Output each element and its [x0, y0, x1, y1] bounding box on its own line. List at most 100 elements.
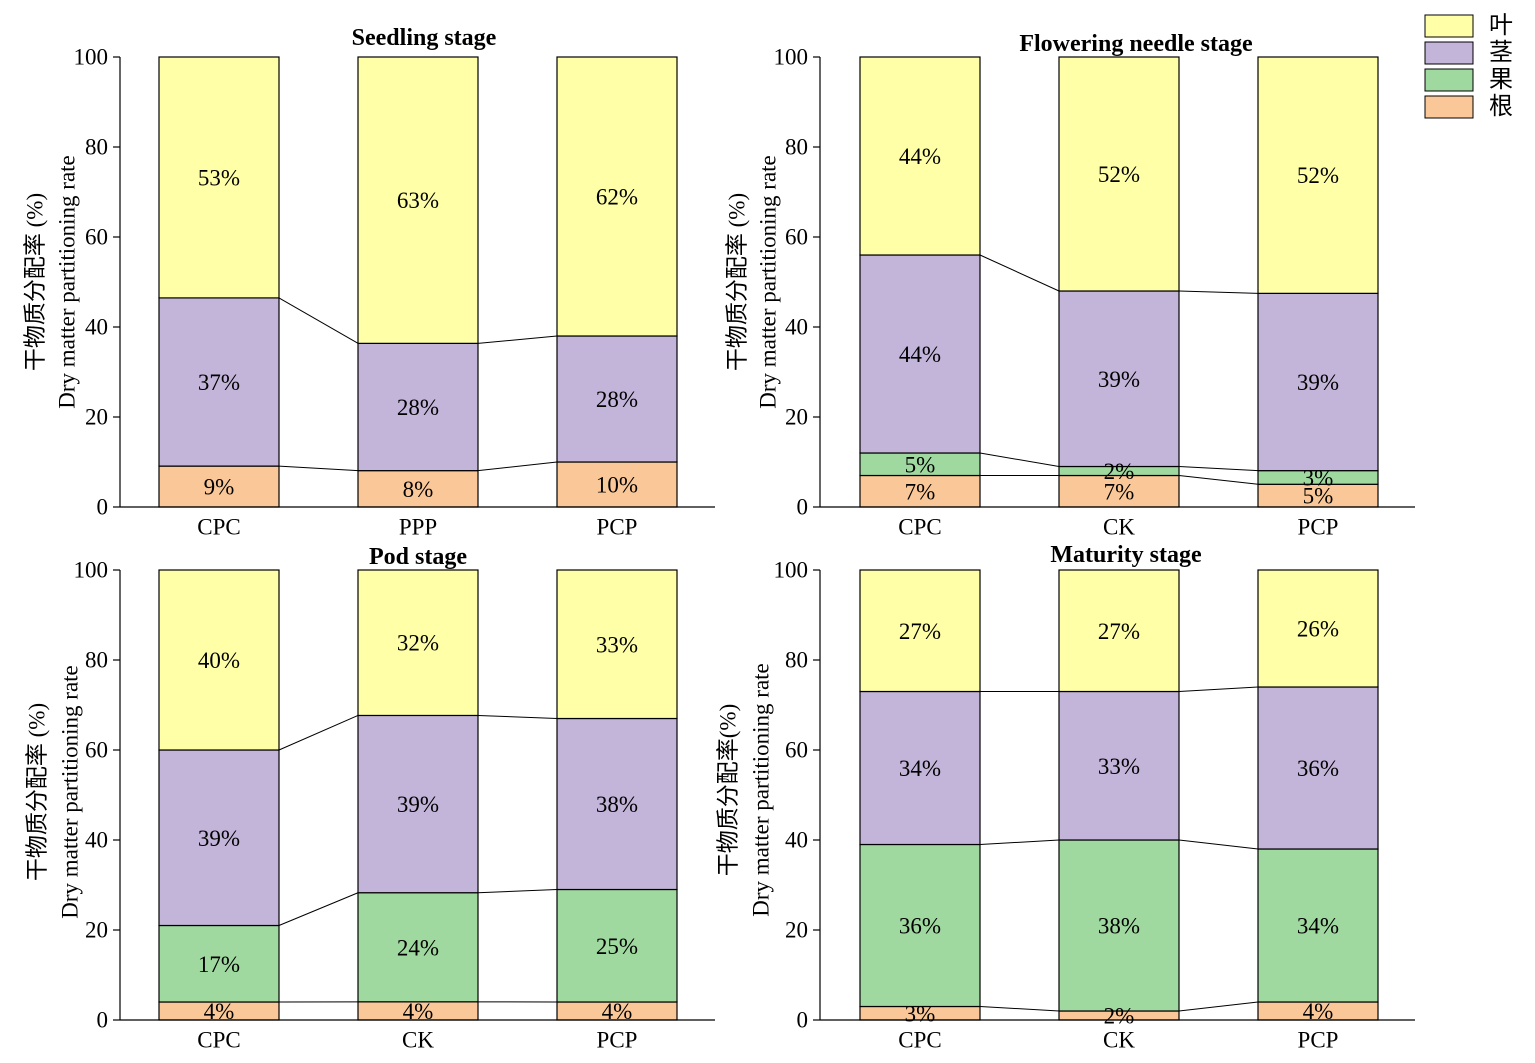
chart-title: Flowering needle stage: [1019, 31, 1253, 57]
data-label-value: 28: [397, 395, 420, 420]
bar-segment: [1058, 569, 1180, 693]
bar-segment: [158, 924, 280, 1003]
data-label-value: 2: [1104, 1003, 1116, 1028]
bar-segment: [556, 569, 678, 720]
connector-line: [477, 714, 558, 719]
bar-segment: [859, 56, 981, 256]
legend-swatch: [1424, 68, 1474, 92]
data-label-unit: %: [221, 951, 240, 976]
y-tick-label: 100: [774, 558, 809, 583]
bars: [158, 569, 678, 1021]
bar-segment: [1058, 56, 1180, 292]
data-label-unit: %: [1314, 483, 1333, 508]
data-label-unit: %: [619, 472, 638, 497]
y-tick-label: 60: [785, 225, 808, 250]
data-label-value: 62: [596, 184, 619, 209]
bar-segment: [1257, 56, 1379, 294]
data-label-value: 2: [1104, 459, 1116, 484]
connector-line: [477, 461, 558, 472]
legend-label: 根: [1489, 93, 1513, 120]
bar-segment: [1058, 290, 1180, 468]
data-label: 24%: [397, 935, 439, 960]
connector-line: [979, 1006, 1060, 1012]
data-label: 34%: [899, 756, 941, 781]
x-tick-label: PPP: [399, 515, 437, 540]
data-label-value: 4: [1303, 999, 1315, 1024]
data-label: 36%: [1297, 756, 1339, 781]
data-label-unit: %: [221, 370, 240, 395]
y-tick-label: 80: [85, 135, 108, 160]
connector-line: [1178, 839, 1259, 850]
chart-panel: Flowering needle stage 干物质分配率 (%) Dry matt…: [725, 31, 1415, 540]
y-axis-label: Dry matter partitioning rate: [749, 663, 774, 917]
data-label: 26%: [1297, 616, 1339, 641]
connector-line: [1178, 1001, 1259, 1012]
data-label-unit: %: [922, 618, 941, 643]
chart-panel: Pod stage 干物质分配率 (%) Dry matter partitioni…: [25, 544, 715, 1053]
x-tick-label: PCP: [1298, 515, 1339, 540]
data-label-unit: %: [1115, 1003, 1134, 1028]
data-label-unit: %: [916, 479, 935, 504]
connector-line: [1178, 475, 1259, 485]
data-label: 62%: [596, 184, 638, 209]
data-label-value: 27: [899, 618, 922, 643]
bar-segment: [556, 56, 678, 337]
data-label: 2%: [1104, 459, 1135, 484]
data-label-value: 36: [899, 913, 922, 938]
data-label: 7%: [905, 479, 936, 504]
bar-segment: [1257, 848, 1379, 1003]
connector-line: [1178, 466, 1259, 472]
y-axis-label: Dry matter partitioning rate: [756, 155, 781, 409]
data-label-unit: %: [1320, 913, 1339, 938]
data-label-unit: %: [420, 792, 439, 817]
bar-segment: [357, 569, 479, 717]
legend-item: 茎: [1424, 39, 1513, 66]
y-tick-label: 60: [785, 738, 808, 763]
data-label-unit: %: [221, 165, 240, 190]
data-label: 17%: [198, 951, 240, 976]
chart-title: Maturity stage: [1050, 542, 1202, 568]
data-label: 38%: [596, 792, 638, 817]
y-axis-label: 干物质分配率 (%): [725, 193, 750, 371]
data-label-value: 25: [596, 933, 619, 958]
data-label-value: 28: [596, 387, 619, 412]
chart-title: Seedling stage: [352, 25, 497, 51]
data-label-value: 5: [905, 452, 917, 477]
data-label-unit: %: [215, 999, 234, 1024]
data-label-unit: %: [1121, 618, 1140, 643]
legend-swatch: [1424, 95, 1474, 119]
y-axis-label: Dry matter partitioning rate: [55, 155, 80, 409]
data-label-value: 8: [403, 476, 415, 501]
chart-panel: Maturity stage 干物质分配率(%) Dry matter partit…: [716, 542, 1415, 1053]
x-tick-label: CPC: [898, 515, 941, 540]
data-label-value: 4: [602, 999, 614, 1024]
bar-segment: [859, 569, 981, 693]
data-label-unit: %: [1314, 465, 1333, 490]
x-tick-label: CK: [402, 1028, 434, 1053]
bars: [859, 569, 1379, 1021]
y-tick-label: 0: [797, 1008, 809, 1033]
data-label-value: 5: [1303, 483, 1315, 508]
y-tick-label: 20: [85, 918, 108, 943]
data-label-value: 34: [899, 756, 923, 781]
data-label: 10%: [596, 472, 638, 497]
y-tick-label: 40: [85, 828, 108, 853]
data-label: 44%: [899, 144, 941, 169]
data-label-value: 27: [1098, 618, 1121, 643]
legend-label: 叶: [1489, 13, 1513, 39]
bar-segment: [1058, 690, 1180, 841]
data-label-unit: %: [1121, 753, 1140, 778]
data-label: 28%: [596, 387, 638, 412]
x-tick-label: CPC: [898, 1028, 941, 1053]
data-label-unit: %: [1314, 999, 1333, 1024]
y-tick-label: 100: [74, 558, 109, 583]
data-label-value: 33: [1098, 753, 1121, 778]
bar-segment: [1058, 839, 1180, 1012]
x-tick-label: PCP: [597, 515, 638, 540]
data-label-value: 17: [198, 951, 221, 976]
data-label: 38%: [1098, 913, 1140, 938]
y-tick-label: 100: [74, 45, 109, 70]
data-label-unit: %: [1115, 479, 1134, 504]
data-label: 33%: [1098, 753, 1140, 778]
y-tick-label: 20: [785, 405, 808, 430]
